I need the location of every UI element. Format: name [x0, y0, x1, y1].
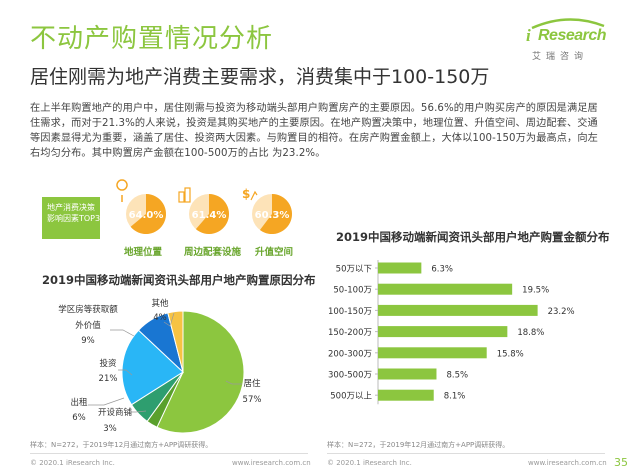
growth-arrow [250, 190, 258, 201]
summary-paragraph: 在上半年购置地产的用户中，居住刚需与投资为移动端头部用户购置房产的主要原因。56… [30, 103, 598, 159]
logo-subtitle: 艾瑞咨询 [532, 52, 589, 62]
bar-5 [378, 368, 437, 380]
pie-label-other-value: 4% [153, 313, 167, 323]
bar-2 [378, 304, 538, 316]
footer-copyright-left: © 2020.1 iResearch Inc. [30, 459, 115, 467]
factor-label-location: 地理位置 [124, 247, 163, 258]
pie-slice-5 [167, 310, 184, 373]
logo-arc-icon [531, 18, 605, 30]
pie-slice-3 [121, 329, 184, 406]
map-pin-icon [116, 179, 128, 202]
pie-leader-other [163, 312, 175, 327]
page-title: 不动产购置情况分析 [30, 24, 274, 54]
pie-label-invest-name: 投资 [99, 358, 117, 369]
bar-value-label: 8.5% [446, 371, 468, 381]
bar-chart-title: 2019中国移动端新闻资讯头部用户地产购置金额分布 [336, 230, 610, 244]
sample-note-right: 样本：N=272，于2019年12月通过南方+APP调研获得。 [327, 441, 510, 449]
factor-value-1: 61.4% [192, 210, 227, 221]
factor-label-facilities: 周边配套设施 [184, 247, 242, 258]
bar-value-label: 23.2% [548, 307, 575, 317]
building-shape [184, 187, 191, 203]
footer-divider-right [327, 453, 605, 454]
bar-category-label: 200-300万 [328, 349, 372, 359]
pie-label-invest-value: 21% [99, 374, 118, 384]
factor-value-2: 60.3% [255, 210, 290, 221]
bar-value-label: 8.1% [444, 392, 466, 402]
pie-leader-shop [130, 410, 147, 413]
pie-label-rent-value: 6% [72, 413, 86, 423]
footer-copyright-right: © 2020.1 iResearch Inc. [327, 459, 412, 467]
pie-label-school-name2: 外价值 [75, 320, 101, 331]
factors-box-text: 地产消费决策影响因素TOP3 [47, 203, 101, 223]
bar-6 [378, 389, 434, 401]
footer-url-left: www.iresearch.com.cn [232, 459, 311, 467]
factors-box [42, 197, 100, 239]
buildings-icon [178, 187, 191, 203]
bar-1 [378, 283, 513, 295]
pie-leader-live [225, 380, 242, 385]
bar-value-label: 19.5% [522, 286, 549, 296]
bar-value-label: 15.8% [497, 349, 524, 359]
bar-category-label: 300-500万 [328, 371, 372, 381]
pie-slice-0 [156, 310, 245, 434]
pie-label-live-name: 居住 [243, 378, 261, 389]
bar-0 [378, 262, 422, 274]
pie-label-live-value: 57% [243, 395, 262, 405]
bar-value-label: 6.3% [431, 265, 453, 275]
logo-i: i [526, 26, 531, 45]
bar-4 [378, 347, 487, 359]
pie-label-school-name: 学区房等获取额 [58, 304, 118, 315]
page-number: 35 [614, 456, 628, 469]
factor-circle-fill [195, 194, 230, 234]
pie-label-other-name: 其他 [151, 298, 169, 309]
map-pin-shape [116, 179, 128, 202]
pie-label-school-value: 9% [81, 336, 95, 346]
pie-label-shop-value: 3% [103, 424, 117, 434]
factor-label-appreciation: 升值空间 [255, 247, 294, 258]
pie-chart-title: 2019中国移动端新闻资讯头部用户地产购置原因分布 [42, 273, 316, 287]
pie-leader-rent [88, 397, 125, 406]
pie-leader-invest [118, 369, 133, 376]
bar-3 [378, 326, 508, 338]
building-shape [178, 191, 185, 203]
iresearch-logo: i Research 艾瑞咨询 [526, 18, 607, 64]
bar-category-label: 500万以上 [330, 392, 372, 402]
factor-circle-fill [130, 194, 166, 234]
pie-label-rent-name: 出租 [70, 397, 88, 408]
bar-category-label: 50万以下 [336, 265, 373, 275]
bar-category-label: 150-200万 [328, 328, 372, 338]
sample-note-left: 样本：N=272，于2019年12月通过南方+APP调研获得。 [30, 441, 213, 449]
logo-text: Research [538, 27, 607, 44]
factor-value-0: 64.0% [129, 210, 164, 221]
footer-url-right: www.iresearch.com.cn [528, 459, 607, 467]
money-growth-icon: $ [242, 187, 258, 201]
page-subtitle: 居住刚需为地产消费主要需求，消费集中于100-150万 [30, 66, 490, 88]
bar-category-label: 100-150万 [328, 307, 372, 317]
bar-value-label: 18.8% [517, 328, 544, 338]
pie-leader-school [110, 329, 135, 337]
pie-label-shop-name: 开设商铺 [98, 407, 133, 418]
money-symbol: $ [242, 187, 250, 201]
bar-category-label: 50-100万 [333, 286, 372, 296]
footer-divider-left [30, 453, 308, 454]
factor-circle-fill [259, 194, 292, 234]
